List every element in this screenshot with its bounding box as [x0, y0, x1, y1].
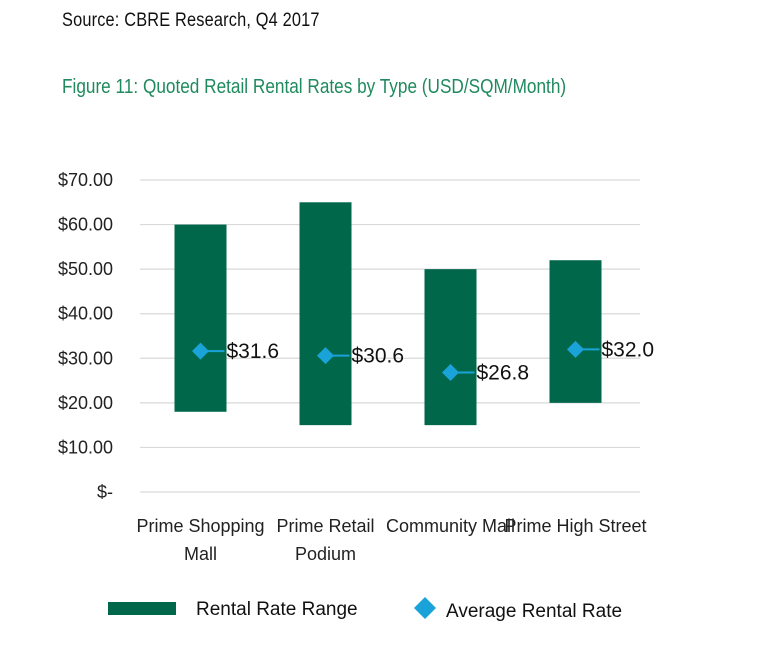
- average-marker: [317, 347, 334, 365]
- y-tick-label: $30.00: [58, 348, 113, 368]
- y-tick-label: $40.00: [58, 304, 113, 324]
- chart-title: Figure 11: Quoted Retail Rental Rates by…: [62, 76, 567, 98]
- legend-label-range: Rental Rate Range: [196, 599, 358, 620]
- category-label: Prime High Street: [504, 516, 646, 536]
- average-marker: [192, 342, 209, 360]
- y-tick-label: $-: [97, 482, 113, 502]
- average-marker: [567, 340, 584, 358]
- data-label: $26.8: [477, 362, 530, 385]
- category-labels: Prime Shopping Mall Prime Retail Podium Comm…: [136, 516, 646, 564]
- y-tick-label: $20.00: [58, 393, 113, 413]
- legend-swatch-range: [108, 602, 176, 615]
- data-label: $32.0: [602, 338, 655, 361]
- data-label: $31.6: [227, 340, 280, 363]
- y-axis-ticks: $- $10.00 $20.00 $30.00 $40.00 $50.00 $60.00 $7…: [58, 170, 113, 502]
- range-bar: [424, 269, 477, 426]
- category-label: Community Mall: [386, 516, 515, 536]
- average-markers: $31.6 $30.6 $26.8 $32.0: [192, 338, 655, 385]
- legend: Rental Rate Range Average Rental Rate: [108, 597, 622, 622]
- range-bar: [549, 260, 602, 403]
- category-label: Prime Shopping: [136, 516, 264, 536]
- category-label: Mall: [184, 544, 217, 564]
- data-label: $30.6: [352, 345, 405, 368]
- range-bars: [174, 202, 602, 426]
- range-bar: [174, 224, 227, 412]
- average-marker: [442, 364, 459, 382]
- category-label: Prime Retail: [276, 516, 374, 536]
- y-tick-label: $70.00: [58, 170, 113, 190]
- category-label: Podium: [295, 544, 356, 564]
- source-note: Source: CBRE Research, Q4 2017: [62, 10, 320, 31]
- y-tick-label: $60.00: [58, 215, 113, 235]
- y-tick-label: $10.00: [58, 437, 113, 457]
- legend-label-average: Average Rental Rate: [446, 601, 622, 622]
- y-tick-label: $50.00: [58, 259, 113, 279]
- legend-swatch-average: [414, 597, 436, 619]
- range-bar: [299, 202, 352, 426]
